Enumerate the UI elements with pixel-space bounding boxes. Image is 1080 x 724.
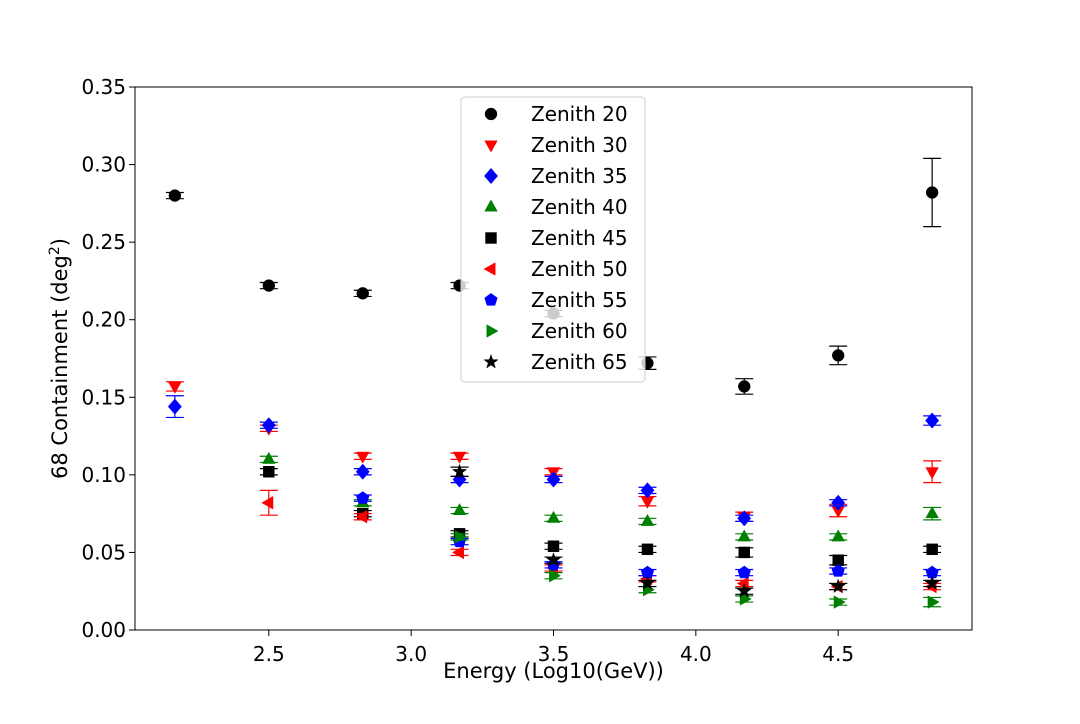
y-tick-label: 0.35 (81, 75, 126, 99)
data-point (546, 471, 561, 488)
data-point (640, 496, 655, 509)
series-zenith-60 (450, 530, 942, 609)
data-point (356, 491, 370, 504)
data-point (452, 545, 465, 560)
legend-label: Zenith 50 (531, 257, 628, 281)
legend-label: Zenith 60 (531, 319, 628, 343)
x-tick-label: 4.0 (680, 642, 712, 666)
x-tick-label: 3.0 (395, 642, 427, 666)
data-point (831, 529, 845, 542)
x-tick-label: 3.5 (538, 642, 570, 666)
series-zenith-35 (165, 395, 942, 527)
legend-marker (484, 167, 498, 185)
y-axis-label: 68 Containment (deg2) (47, 238, 72, 479)
legend-marker (486, 324, 499, 338)
legend-marker (483, 353, 499, 369)
data-point (355, 510, 368, 524)
legend-marker (484, 293, 498, 306)
data-point (739, 592, 752, 606)
data-point (546, 510, 561, 523)
y-tick-label: 0.10 (81, 463, 126, 487)
data-point (262, 451, 276, 464)
y-axis-label-end: ) (48, 238, 72, 246)
data-point (451, 463, 468, 479)
data-point (924, 575, 940, 591)
y-axis-label-main: 68 Containment (deg (48, 255, 72, 479)
data-point (640, 482, 655, 499)
data-point (168, 381, 182, 394)
axes-layer: 2.5 3.0 3.5 4.0 4.5 0.00 0.05 0.10 0.15 0.20 0.25 0… (81, 75, 854, 666)
data-point (737, 529, 751, 542)
data-point (736, 576, 749, 591)
legend-frame (460, 96, 646, 383)
legend-label: Zenith 20 (531, 102, 628, 126)
data-point (736, 583, 752, 598)
data-point (738, 546, 750, 559)
data-point (546, 557, 561, 571)
legend-label: Zenith 40 (531, 195, 628, 219)
data-point (830, 578, 846, 594)
legend-label: Zenith 45 (531, 226, 628, 250)
legend-marker (484, 199, 498, 212)
x-tick-label: 2.5 (253, 642, 285, 666)
legend-marker (484, 140, 498, 153)
data-point (261, 417, 276, 434)
data-point (831, 564, 845, 577)
data-point (261, 496, 274, 510)
data-point (640, 513, 655, 526)
data-point (927, 595, 940, 609)
legend-marker (484, 107, 498, 121)
data-point (455, 530, 468, 544)
x-tick-label: 4.5 (822, 642, 854, 666)
data-point (549, 568, 562, 583)
data-point (832, 554, 844, 566)
y-tick-label: 0.05 (81, 540, 126, 564)
y-axis-label-superscript: 2 (47, 246, 63, 255)
data-point (925, 506, 939, 519)
data-point (737, 565, 751, 579)
data-point (545, 552, 562, 567)
data-point (926, 543, 938, 556)
data-point (167, 398, 182, 415)
data-point (925, 412, 940, 429)
x-axis-label: Energy (Log10(GeV)) (443, 659, 664, 683)
y-tick-label: 0.20 (81, 308, 126, 332)
data-point (262, 279, 276, 292)
legend-label: Zenith 65 (531, 350, 628, 374)
data-point (737, 510, 752, 527)
data-point (168, 189, 182, 202)
data-point (356, 451, 370, 464)
series-zenith-40 (259, 451, 942, 542)
data-point (831, 349, 845, 362)
y-tick-label: 0.15 (81, 385, 126, 409)
data-point (639, 575, 656, 591)
series-zenith-30 (165, 381, 942, 525)
legend-label: Zenith 30 (531, 133, 628, 157)
data-point (925, 186, 939, 199)
legend-marker (483, 262, 496, 276)
data-point (641, 543, 654, 556)
data-point (355, 463, 370, 480)
data-point (925, 467, 939, 480)
data-point (833, 595, 846, 609)
data-point (452, 451, 467, 464)
legend-marker (485, 232, 497, 244)
y-tick-label: 0.00 (81, 618, 126, 642)
data-point (356, 287, 369, 300)
legend: Zenith 20 Zenith 30 Zenith 35 Zenith 40 Zeni… (460, 96, 646, 383)
data-layer (165, 157, 942, 609)
legend-label: Zenith 55 (531, 288, 628, 312)
data-point (738, 380, 751, 393)
series-zenith-65 (450, 463, 942, 598)
data-point (263, 466, 275, 478)
data-point (831, 494, 846, 511)
legend-label: Zenith 35 (531, 164, 628, 188)
y-tick-label: 0.25 (81, 230, 126, 254)
data-point (547, 540, 560, 552)
data-point (452, 503, 467, 515)
y-tick-label: 0.30 (81, 153, 126, 177)
